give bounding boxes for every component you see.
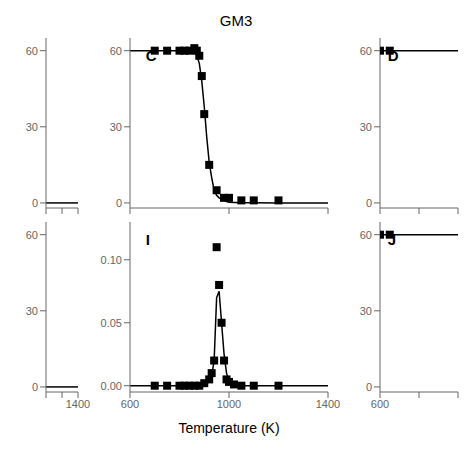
svg-text:1400: 1400 — [316, 398, 340, 410]
html-text:D: D — [387, 46, 399, 64]
svg-text:0.05: 0.05 — [101, 317, 122, 329]
html-text:GM3: GM3 — [219, 12, 253, 29]
svg-text:600: 600 — [371, 398, 389, 410]
svg-text:30: 30 — [360, 121, 372, 133]
svg-text:1000: 1000 — [217, 398, 241, 410]
svg-text:0.00: 0.00 — [101, 380, 122, 392]
svg-text:600: 600 — [121, 398, 139, 410]
svg-text:0: 0 — [116, 197, 122, 209]
svg-text:30: 30 — [26, 305, 38, 317]
svg-text:0: 0 — [32, 381, 38, 393]
svg-text:60: 60 — [26, 45, 38, 57]
svg-text:0: 0 — [366, 381, 372, 393]
svg-text:0: 0 — [366, 197, 372, 209]
svg-text:60: 60 — [110, 45, 122, 57]
svg-text:60: 60 — [360, 229, 372, 241]
svg-text:60: 60 — [26, 229, 38, 241]
html-text:Temperature (K): Temperature (K) — [178, 420, 280, 436]
svg-text:30: 30 — [26, 121, 38, 133]
svg-text:0.10: 0.10 — [101, 254, 122, 266]
svg-text:1400: 1400 — [66, 398, 90, 410]
html-text:C: C — [145, 46, 157, 64]
html-text:I: I — [145, 230, 150, 248]
svg-text:60: 60 — [360, 45, 372, 57]
svg-text:0: 0 — [32, 197, 38, 209]
svg-text:30: 30 — [360, 305, 372, 317]
svg-text:30: 30 — [110, 121, 122, 133]
html-text:J: J — [387, 230, 397, 248]
